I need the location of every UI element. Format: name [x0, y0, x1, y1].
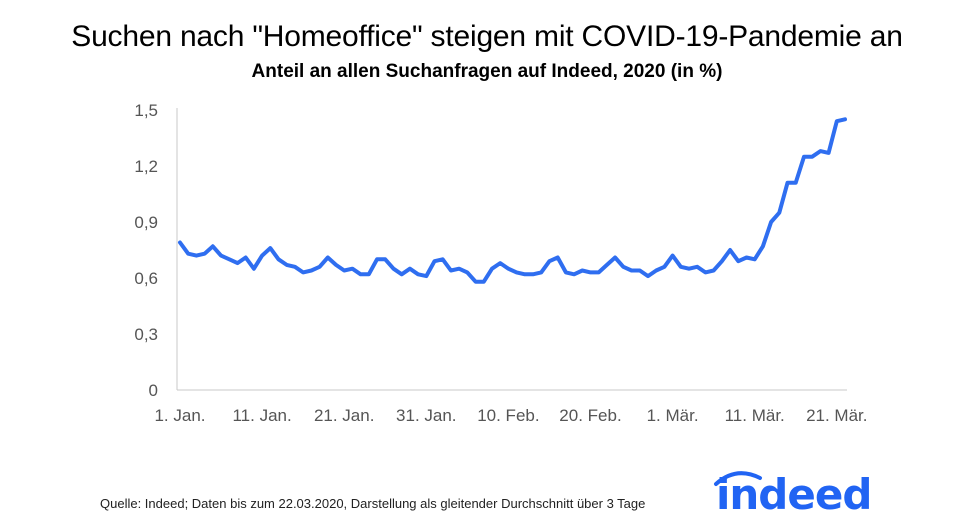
chart-subtitle: Anteil an allen Suchanfragen auf Indeed,…	[251, 61, 723, 82]
series-layer	[178, 117, 847, 284]
x-tick-labels: 1. Jan. 11. Jan. 21. Jan. 31. Jan. 10. Feb. 2…	[154, 406, 867, 425]
chart-title: Suchen nach "Homeoffice" steigen mit COV…	[71, 20, 903, 53]
y-tick-label: 1,2	[134, 157, 158, 176]
y-tick-label: 0,3	[134, 325, 158, 344]
x-tick-label: 10. Feb.	[477, 406, 539, 425]
x-tick-label: 11. Mär.	[725, 406, 785, 425]
y-tick-labels: 0 0,3 0,6 0,9 1,2 1,5	[134, 101, 158, 400]
y-tick-label: 0	[149, 381, 158, 400]
y-tick-label: 0,9	[134, 213, 158, 232]
x-tick-label: 21. Mär.	[806, 406, 867, 425]
source-note: Quelle: Indeed; Daten bis zum 22.03.2020…	[100, 496, 646, 511]
indeed-logo-arc	[714, 471, 762, 486]
x-tick-label: 31. Jan.	[396, 406, 457, 425]
x-tick-label: 1. Jan.	[154, 406, 205, 425]
indeed-logo: indeed	[716, 470, 872, 519]
x-tick-label: 20. Feb.	[559, 406, 621, 425]
y-tick-label: 0,6	[134, 269, 158, 288]
x-tick-label: 21. Jan.	[314, 406, 375, 425]
y-tick-label: 1,5	[134, 101, 158, 120]
x-tick-label: 11. Jan.	[232, 406, 291, 425]
x-tick-label: 1. Mär.	[647, 406, 699, 425]
series-line	[178, 117, 847, 284]
